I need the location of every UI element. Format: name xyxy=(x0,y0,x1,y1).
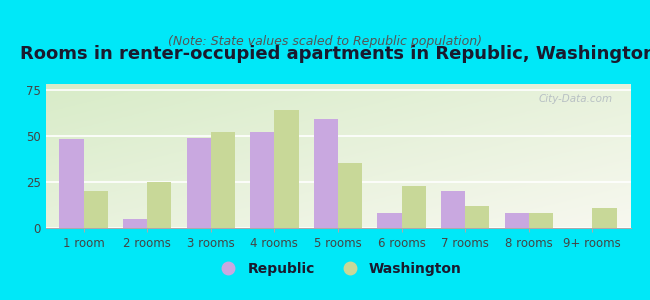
Bar xyxy=(402,185,426,228)
Bar xyxy=(441,191,465,228)
Bar xyxy=(274,110,298,228)
Bar xyxy=(465,206,489,228)
Text: (Note: State values scaled to Republic population): (Note: State values scaled to Republic p… xyxy=(168,34,482,47)
Bar xyxy=(528,213,553,228)
Bar xyxy=(592,208,616,228)
Bar xyxy=(84,191,108,228)
Bar xyxy=(338,164,362,228)
Bar xyxy=(504,213,528,228)
Bar xyxy=(211,132,235,228)
Bar xyxy=(314,119,338,228)
Bar xyxy=(123,219,148,228)
Title: Rooms in renter-occupied apartments in Republic, Washington: Rooms in renter-occupied apartments in R… xyxy=(20,45,650,63)
Bar xyxy=(378,213,402,228)
Bar xyxy=(250,132,274,228)
Text: City-Data.com: City-Data.com xyxy=(539,94,613,104)
Bar xyxy=(187,137,211,228)
Bar xyxy=(148,182,172,228)
Bar xyxy=(60,140,84,228)
Legend: Republic, Washington: Republic, Washington xyxy=(209,256,467,281)
